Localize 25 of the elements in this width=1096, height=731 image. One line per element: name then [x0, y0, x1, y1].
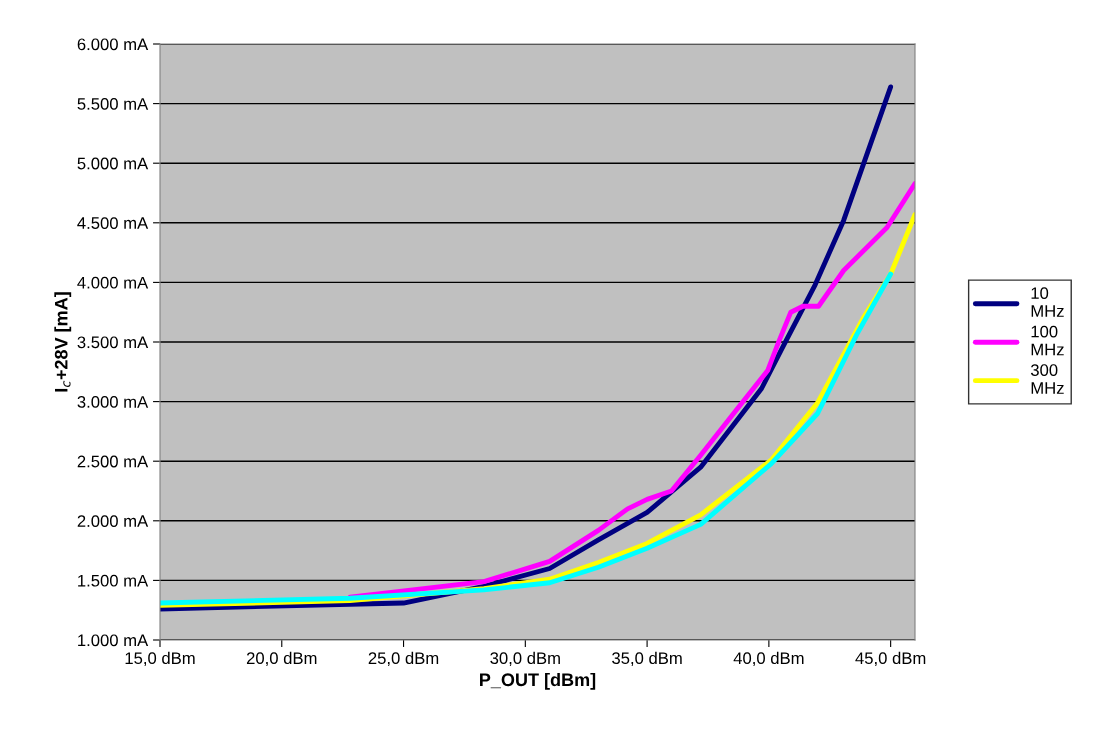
line-series — [160, 271, 894, 606]
y-tick-label: 5.500 mA — [77, 98, 149, 110]
y-tick-label: 2.000 mA — [77, 515, 149, 527]
y-tick-label: 5.000 mA — [77, 157, 149, 170]
x-tick-label: 35,0 dBm — [612, 651, 682, 667]
y-tick-label: 1.000 mA — [78, 634, 149, 647]
x-tick-label: 20,0 dBm — [246, 651, 317, 667]
x-tick-label: 40,0 dBm — [733, 651, 804, 667]
y-tick-label: 6.000 mA — [77, 38, 149, 51]
y-tick-label: 2.500 mA — [77, 455, 149, 468]
y-tick-label: 3.000 mA — [77, 396, 149, 408]
y-axis-title: I$_{c}$+28V [mA] — [54, 292, 72, 392]
y-tick-label: 3.500 mA — [77, 336, 149, 349]
x-tick-label: 15,0 dBm — [125, 651, 195, 667]
y-tick-label: 4.500 mA — [77, 217, 149, 229]
y-tick-label: 4.000 mA — [77, 276, 149, 289]
x-tick-label: 25,0 dBm — [368, 651, 439, 667]
legend-label: 300 MHz — [1030, 364, 1064, 394]
y-tick-label: 1.500 mA — [78, 574, 149, 587]
x-axis-title: P_OUT [dBm] — [480, 672, 596, 690]
x-tick-label: 30,0 dBm — [490, 651, 560, 667]
x-tick-label: 45,0 dBm — [855, 651, 926, 667]
line-series — [160, 84, 894, 612]
legend-label: 100 MHz — [1031, 325, 1064, 356]
legend-label: 10 MHz — [1031, 287, 1064, 317]
